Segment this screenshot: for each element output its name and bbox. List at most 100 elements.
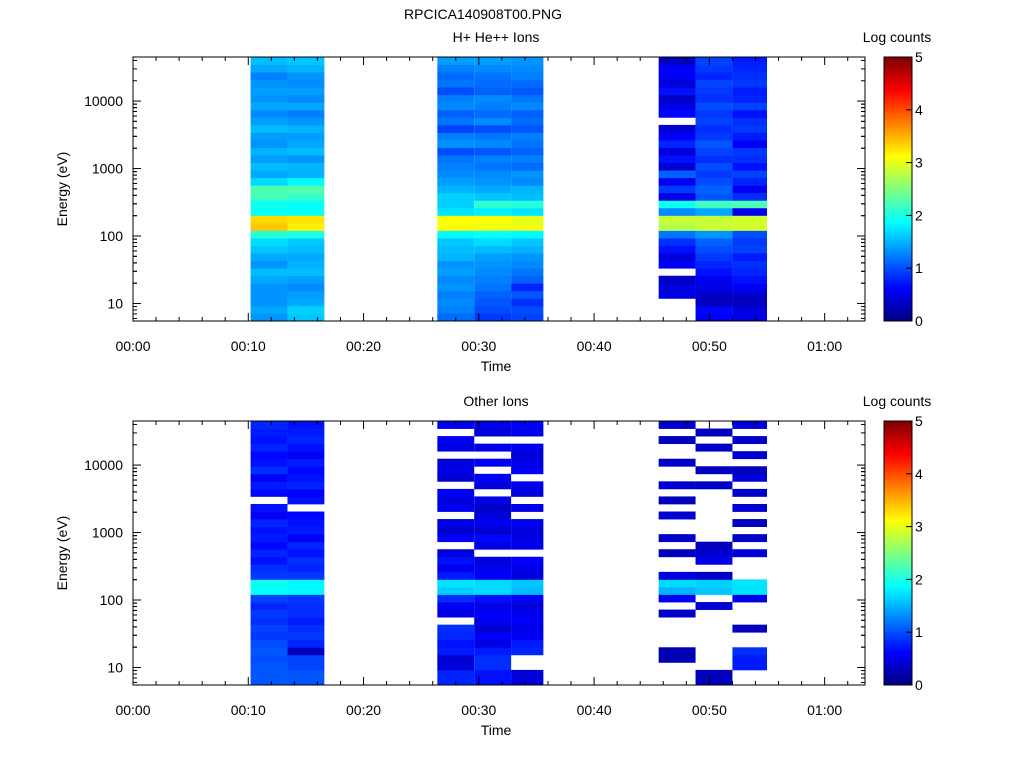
colorbar-swatch xyxy=(884,144,912,148)
panel-title: Other Ions xyxy=(463,393,528,409)
spectrogram-cell xyxy=(695,79,733,88)
spectrogram-cell xyxy=(695,170,733,179)
spectrogram-cell xyxy=(287,466,325,475)
spectrogram-cell xyxy=(511,117,544,126)
spectrogram-cell xyxy=(658,230,696,239)
colorbar-swatch xyxy=(884,431,912,435)
spectrogram-cell xyxy=(437,260,475,269)
spectrogram-cell xyxy=(474,290,512,299)
colorbar-swatch xyxy=(884,244,912,248)
spectrogram-cell xyxy=(732,200,768,209)
spectrogram-cell xyxy=(658,290,696,299)
spectrogram-cell xyxy=(511,556,544,565)
spectrogram-cell xyxy=(732,436,768,445)
colorbar-swatch xyxy=(884,67,912,71)
spectrogram-cell xyxy=(250,155,288,163)
spectrogram-cell xyxy=(250,313,288,322)
colorbar-swatch xyxy=(884,75,912,79)
spectrogram-cell xyxy=(474,458,512,467)
spectrogram-cell xyxy=(511,421,544,429)
colorbar-swatch xyxy=(884,655,912,660)
colorbar-swatch xyxy=(884,436,912,440)
spectrogram-cell xyxy=(287,72,325,81)
spectrogram-cell xyxy=(474,298,512,307)
y-tick-label: 100 xyxy=(100,592,124,608)
colorbar-swatch xyxy=(884,133,912,137)
colorbar-swatch xyxy=(884,112,912,116)
colorbar-swatch xyxy=(884,191,912,195)
spectrogram-cell xyxy=(511,72,544,81)
spectrogram-cell xyxy=(250,586,288,595)
spectrogram-cell xyxy=(658,647,696,656)
colorbar-swatch xyxy=(884,70,912,74)
spectrogram-cell xyxy=(287,222,325,231)
colorbar-swatch xyxy=(884,91,912,95)
spectrogram-cell xyxy=(658,139,696,148)
colorbar-swatch xyxy=(884,566,912,570)
colorbar-swatch xyxy=(884,141,912,145)
spectrogram-cell xyxy=(695,443,733,452)
spectrogram-cell xyxy=(658,185,696,194)
colorbar-swatch xyxy=(884,637,912,641)
spectrogram-cell xyxy=(658,586,696,595)
colorbar-swatch xyxy=(884,663,912,668)
colorbar-swatch xyxy=(884,212,912,216)
spectrogram-cell xyxy=(732,305,768,314)
spectrogram-cell xyxy=(250,624,288,633)
spectrogram-cell xyxy=(287,290,325,299)
spectrogram-cell xyxy=(474,230,512,239)
spectrogram-cell xyxy=(437,586,475,595)
spectrogram-cell xyxy=(287,534,325,543)
colorbar-swatch xyxy=(884,297,912,301)
spectrogram-cell xyxy=(474,200,512,209)
spectrogram-cell xyxy=(287,579,325,588)
spectrogram-cell xyxy=(287,253,325,262)
spectrogram-cells xyxy=(250,57,768,322)
spectrogram-cell xyxy=(250,428,288,437)
y-tick-label: 1000 xyxy=(92,525,123,541)
spectrogram-cell xyxy=(695,192,733,201)
spectrogram-cell xyxy=(695,586,733,595)
spectrogram-cell xyxy=(287,473,325,482)
spectrogram-cell xyxy=(732,549,768,558)
spectrogram-cell xyxy=(437,275,475,284)
spectrogram-cell xyxy=(287,117,325,126)
colorbar-swatch xyxy=(884,605,912,609)
colorbar-swatch xyxy=(884,648,912,652)
spectrogram-cell xyxy=(287,139,325,148)
spectrogram-cell xyxy=(250,185,288,194)
spectrogram-cell xyxy=(474,117,512,126)
y-tick-label: 1000 xyxy=(92,161,123,177)
spectrogram-cell xyxy=(474,481,512,490)
spectrogram-cell xyxy=(695,579,733,588)
spectrogram-cell xyxy=(287,305,325,314)
y-axis-label: Energy (eV) xyxy=(54,152,70,227)
spectrogram-cell xyxy=(474,185,512,194)
spectrogram-cell xyxy=(474,238,512,246)
spectrogram-cell xyxy=(695,556,733,565)
spectrogram-cell xyxy=(658,260,696,269)
spectrogram-cell xyxy=(658,162,696,171)
y-tick-label: 10000 xyxy=(84,457,123,473)
colorbar-swatch xyxy=(884,489,912,493)
spectrogram-cell xyxy=(474,594,512,603)
spectrogram-cell xyxy=(695,87,733,96)
colorbar-swatch xyxy=(884,215,912,219)
spectrogram-cell xyxy=(511,215,544,224)
colorbar-swatch xyxy=(884,83,912,87)
spectrogram-cell xyxy=(287,647,325,656)
spectrogram-cell xyxy=(695,238,733,246)
colorbar-swatch xyxy=(884,170,912,174)
spectrogram-cell xyxy=(511,602,544,610)
spectrogram-cell xyxy=(287,586,325,595)
spectrogram-cell xyxy=(250,207,288,216)
spectrogram-cell xyxy=(474,571,512,580)
colorbar-swatch xyxy=(884,59,912,63)
colorbar-swatch xyxy=(884,183,912,187)
spectrogram-cell xyxy=(511,253,544,262)
spectrogram-cell xyxy=(287,313,325,322)
spectrogram-cell xyxy=(250,466,288,475)
colorbar: 0 1 2 3 4 5 xyxy=(883,49,923,329)
colorbar-swatch xyxy=(884,473,912,477)
